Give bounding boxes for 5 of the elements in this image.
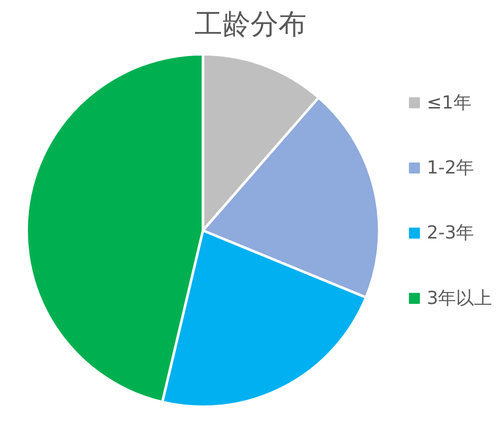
legend-label: ≤1年: [426, 92, 472, 114]
legend-label: 3年以上: [426, 288, 492, 309]
chart-title: 工龄分布: [194, 8, 306, 40]
legend-label: 2-3年: [426, 222, 474, 244]
legend-label: 1-2年: [426, 157, 474, 178]
